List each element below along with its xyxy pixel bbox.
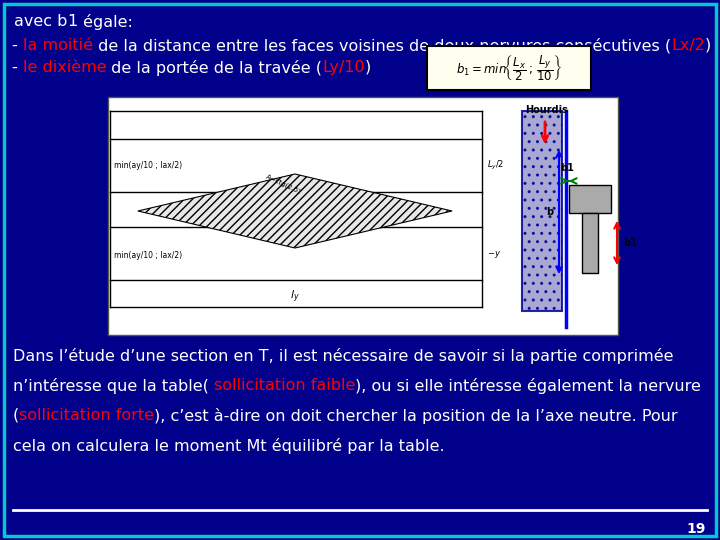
Text: cela on calculera le moment Mt équilibré par la table.: cela on calculera le moment Mt équilibré… bbox=[13, 438, 445, 454]
Text: min(ay/10 ; lax/2): min(ay/10 ; lax/2) bbox=[114, 251, 182, 260]
Text: Dans l’étude d’une section en T, il est nécessaire de savoir si la partie compri: Dans l’étude d’une section en T, il est … bbox=[13, 348, 673, 364]
Text: égale:: égale: bbox=[78, 14, 132, 30]
Text: $b_1 = min\!\left\{\dfrac{L_x}{2}\,;\,\dfrac{L_y}{10}\right\}$: $b_1 = min\!\left\{\dfrac{L_x}{2}\,;\,\d… bbox=[456, 53, 562, 83]
Text: b: b bbox=[546, 207, 553, 217]
Text: la moitié: la moitié bbox=[23, 38, 93, 53]
Text: b1: b1 bbox=[623, 238, 637, 248]
Text: sollicitation forte: sollicitation forte bbox=[19, 408, 154, 423]
Text: ), ou si elle intéresse également la nervure: ), ou si elle intéresse également la ner… bbox=[356, 378, 701, 394]
Text: de la distance entre les faces voisines de deux nervures consécutives (: de la distance entre les faces voisines … bbox=[93, 38, 671, 53]
Text: avec b: avec b bbox=[14, 14, 68, 29]
Text: min(ay/10 ; lax/2): min(ay/10 ; lax/2) bbox=[114, 160, 182, 170]
Bar bbox=[569, 185, 611, 213]
Text: A=ctg(2.5): A=ctg(2.5) bbox=[265, 173, 302, 195]
Text: n’intéresse que la table(: n’intéresse que la table( bbox=[13, 378, 214, 394]
Text: Hourdis: Hourdis bbox=[526, 105, 568, 115]
Text: 19: 19 bbox=[687, 522, 706, 536]
Text: Ly/10: Ly/10 bbox=[323, 60, 365, 75]
Bar bbox=[522, 111, 562, 311]
Text: 1: 1 bbox=[68, 14, 78, 29]
Polygon shape bbox=[138, 174, 452, 248]
Text: Lx/2: Lx/2 bbox=[671, 38, 705, 53]
Text: ): ) bbox=[365, 60, 372, 75]
Text: (: ( bbox=[13, 408, 19, 423]
Text: -: - bbox=[12, 60, 23, 75]
Text: le dixième: le dixième bbox=[23, 60, 107, 75]
Text: b1: b1 bbox=[561, 163, 575, 173]
Text: $l_y$: $l_y$ bbox=[290, 289, 300, 305]
FancyBboxPatch shape bbox=[427, 46, 591, 90]
Bar bbox=[108, 97, 618, 335]
Text: ), c’est à-dire on doit chercher la position de la l’axe neutre. Pour: ), c’est à-dire on doit chercher la posi… bbox=[154, 408, 678, 424]
Text: $L_y/2$: $L_y/2$ bbox=[487, 158, 505, 172]
Bar bbox=[582, 213, 598, 273]
Text: -: - bbox=[12, 38, 23, 53]
Text: ): ) bbox=[705, 38, 711, 53]
Text: de la portée de la travée (: de la portée de la travée ( bbox=[107, 60, 323, 76]
Text: sollicitation faible: sollicitation faible bbox=[214, 378, 356, 393]
Text: $-y$: $-y$ bbox=[487, 249, 501, 260]
